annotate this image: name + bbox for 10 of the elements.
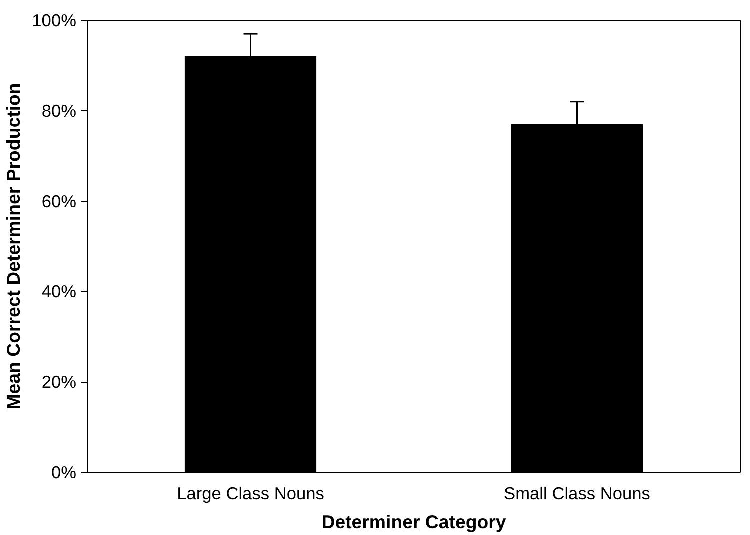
y-axis-title: Mean Correct Determiner Production [3, 83, 24, 410]
x-axis-title: Determiner Category [322, 512, 507, 532]
y-tick-label: 80% [42, 100, 77, 121]
y-tick-label: 40% [42, 282, 77, 302]
y-tick-label: 60% [42, 191, 77, 212]
y-tick-label: 100% [32, 10, 77, 30]
y-tick-label: 0% [51, 462, 76, 482]
y-tick-label: 20% [42, 372, 77, 392]
x-tick-label: Large Class Nouns [177, 484, 325, 504]
x-tick-label: Small Class Nouns [504, 484, 651, 504]
